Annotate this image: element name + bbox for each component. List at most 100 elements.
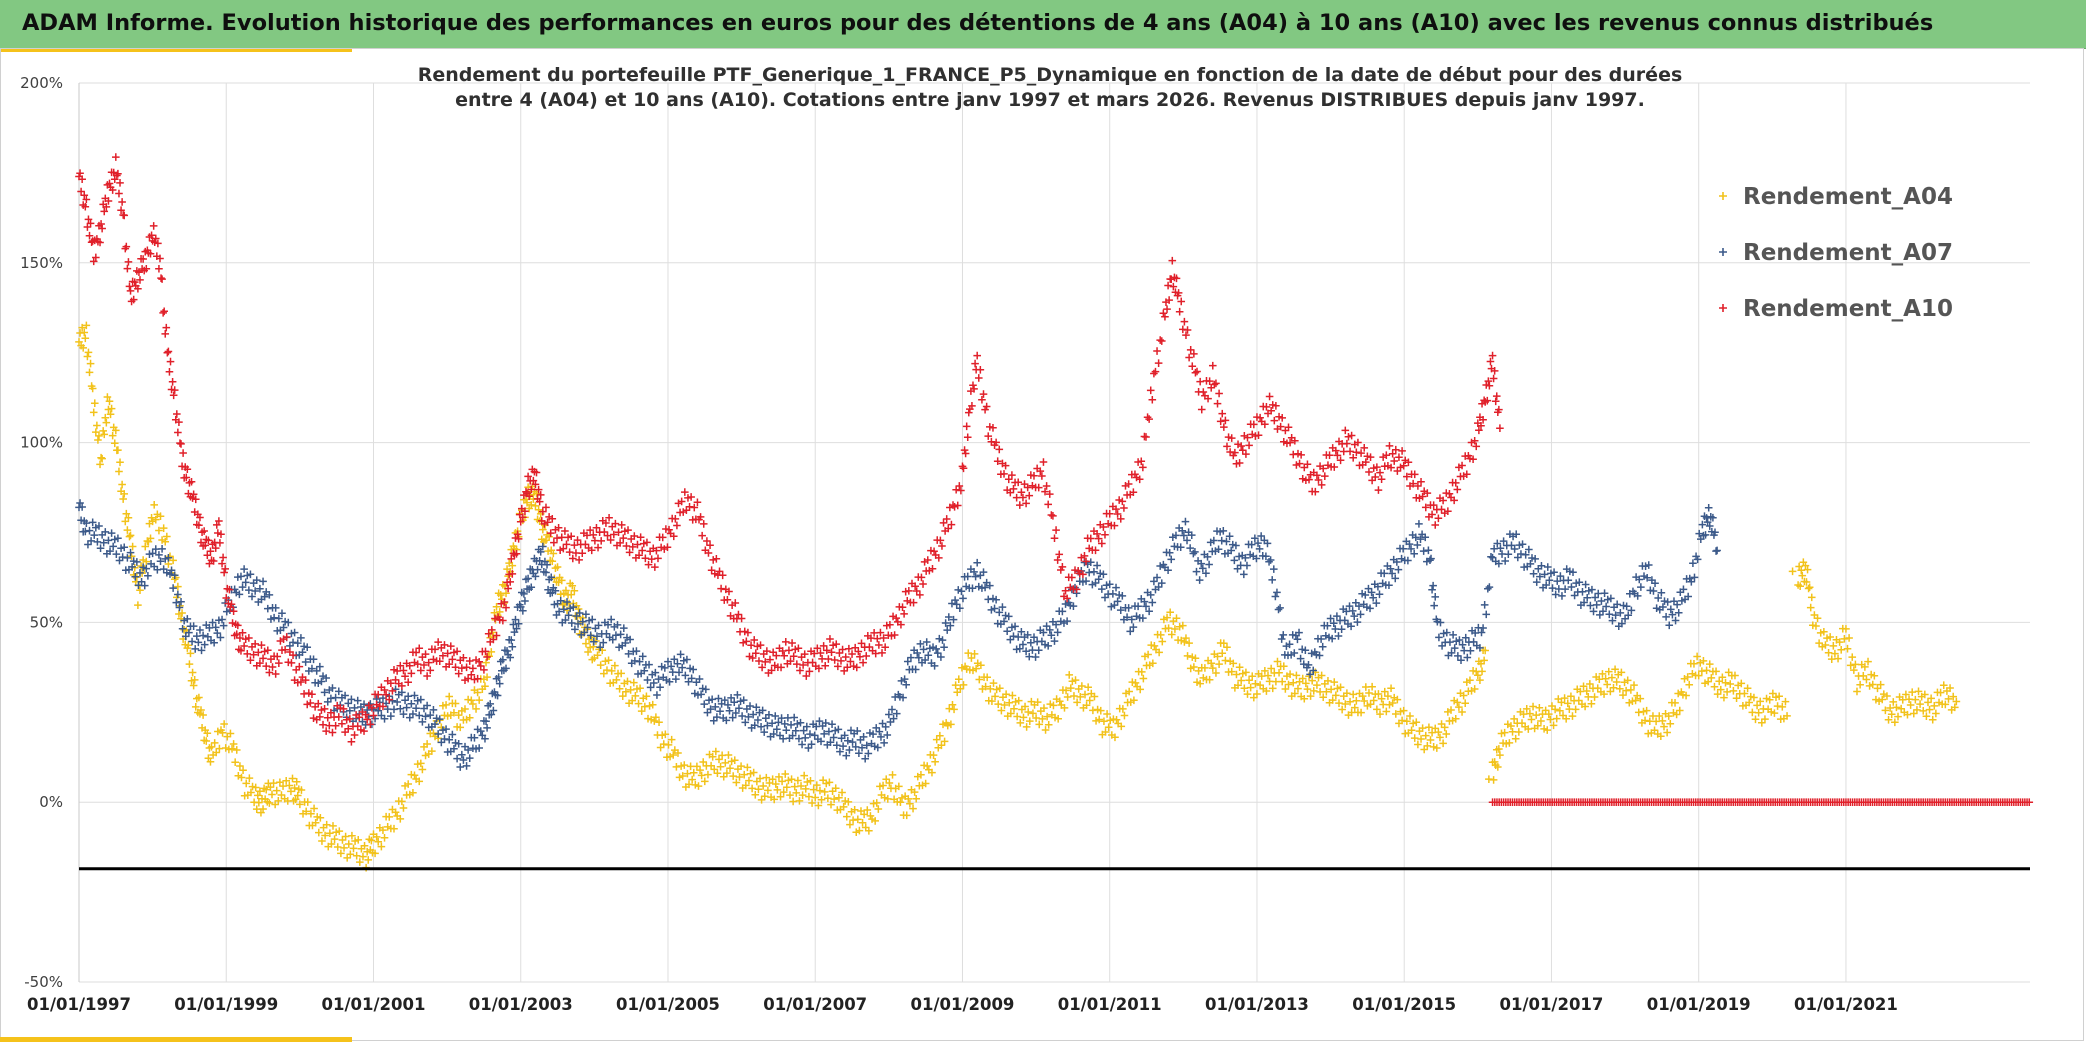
rendement_a04-point — [1511, 734, 1520, 743]
rendement_a04-point — [1685, 680, 1694, 689]
rendement_a07-point — [862, 741, 871, 750]
rendement_a04-point — [1925, 705, 1934, 714]
rendement_a04-point — [1928, 715, 1937, 724]
rendement_a04-point — [1707, 674, 1716, 682]
rendement_a07-point — [1543, 563, 1552, 571]
rendement_a10-point — [848, 650, 856, 658]
x-tick-label: 01/01/2019 — [1647, 995, 1751, 1014]
rendement_a10-point — [415, 644, 424, 653]
rendement_a04-point — [532, 489, 541, 498]
rendement_a04-point — [1341, 700, 1350, 708]
rendement_a10-point — [816, 649, 825, 657]
rendement_a07-point — [1667, 605, 1675, 614]
rendement_a07-point — [1011, 622, 1019, 631]
rendement_a07-point — [297, 634, 305, 642]
rendement_a04-point — [456, 723, 465, 732]
rendement_a04-point — [771, 780, 780, 788]
rendement_a04-point — [981, 682, 990, 691]
rendement_a04-point — [202, 737, 211, 745]
rendement_a10-point — [1488, 351, 1497, 360]
rendement_a10-point — [234, 621, 242, 630]
rendement_a07-point — [1548, 584, 1557, 592]
rendement_a10-point — [238, 628, 247, 637]
rendement_a04-point — [967, 654, 976, 662]
rendement_a07-point — [260, 592, 269, 601]
rendement_a10-point — [346, 715, 354, 723]
rendement_a04-point — [787, 775, 796, 784]
rendement_a10-point — [465, 657, 474, 665]
rendement_a07-point — [237, 572, 245, 581]
rendement_a04-point — [715, 755, 723, 764]
rendement_a07-point — [1374, 582, 1382, 591]
rendement_a04-point — [1951, 703, 1959, 712]
rendement_a10-point — [209, 557, 218, 565]
rendement_a04-point — [1163, 613, 1171, 622]
rendement_a04-point — [1357, 708, 1365, 717]
rendement_a07-point — [1709, 513, 1717, 522]
rendement_a07-point — [834, 725, 843, 734]
rendement_a10-point — [698, 531, 706, 540]
rendement_a10-point — [499, 616, 507, 625]
rendement_a07-point — [645, 660, 653, 669]
rendement_a07-point — [112, 550, 121, 558]
rendement_a04-point — [94, 436, 102, 444]
rendement_a04-point — [904, 795, 913, 803]
rendement_a04-point — [142, 557, 151, 566]
rendement_a07-point — [656, 683, 664, 692]
rendement_a04-point — [854, 815, 862, 824]
rendement_a04-point — [770, 795, 779, 804]
rendement_a10-point — [772, 651, 781, 660]
rendement_a10-point — [573, 536, 582, 544]
rendement_a10-point — [685, 502, 694, 511]
rendement_a10-point — [970, 385, 978, 393]
rendement_a04-point — [1279, 662, 1288, 671]
rendement_a04-point — [871, 817, 879, 825]
rendement_a10-point — [1142, 433, 1150, 441]
rendement_a07-point — [979, 568, 988, 576]
rendement_a04-point — [189, 681, 198, 690]
rendement_a10-point — [445, 660, 454, 668]
rendement_a10-point — [1231, 448, 1239, 457]
rendement_a07-point — [216, 633, 225, 642]
rendement_a04-point — [359, 852, 367, 861]
rendement_a04-point — [1803, 565, 1812, 574]
rendement_a07-point — [156, 557, 165, 566]
rendement_a04-point — [1813, 614, 1822, 622]
rendement_a07-point — [728, 713, 737, 722]
rendement_a04-point — [274, 797, 283, 805]
rendement_a07-point — [913, 649, 922, 657]
rendement_a10-point — [756, 641, 765, 649]
rendement_a10-point — [1017, 488, 1026, 497]
rendement_a07-point — [564, 611, 573, 620]
rendement_a10-point — [594, 543, 602, 552]
rendement_a07-point — [1430, 601, 1438, 610]
rendement_a04-point — [106, 410, 115, 419]
rendement_a07-point — [1369, 593, 1377, 602]
rendement_a04-point — [1100, 717, 1108, 726]
rendement_a04-point — [1630, 681, 1638, 689]
rendement_a04-point — [1881, 706, 1890, 715]
rendement_a10-point — [262, 662, 271, 670]
rendement_a04-point — [472, 705, 480, 713]
rendement_a07-point — [131, 572, 140, 581]
rendement_a10-point — [658, 533, 667, 542]
rendement_a10-point — [1314, 476, 1323, 484]
rendement_a04-point — [1919, 707, 1928, 715]
rendement_a10-point — [246, 656, 255, 665]
rendement_a07-point — [1607, 594, 1615, 603]
rendement_a10-point — [130, 278, 139, 286]
rendement_a04-point — [1500, 728, 1509, 737]
rendement_a07-point — [1262, 552, 1270, 561]
rendement_a10-point — [467, 670, 476, 679]
rendement_a10-point — [1410, 470, 1419, 479]
rendement_a04-point — [1335, 699, 1343, 707]
rendement_a04-point — [1261, 667, 1269, 675]
rendement_a10-point — [1212, 379, 1220, 388]
rendement_a07-point — [714, 694, 723, 703]
rendement_a10-point — [500, 598, 509, 606]
rendement_a04-point — [442, 701, 450, 709]
gridlines — [78, 82, 2030, 983]
rendement_a07-point — [1411, 533, 1420, 542]
rendement_a04-point — [1693, 652, 1701, 661]
rendement_a07-point — [1109, 590, 1117, 598]
